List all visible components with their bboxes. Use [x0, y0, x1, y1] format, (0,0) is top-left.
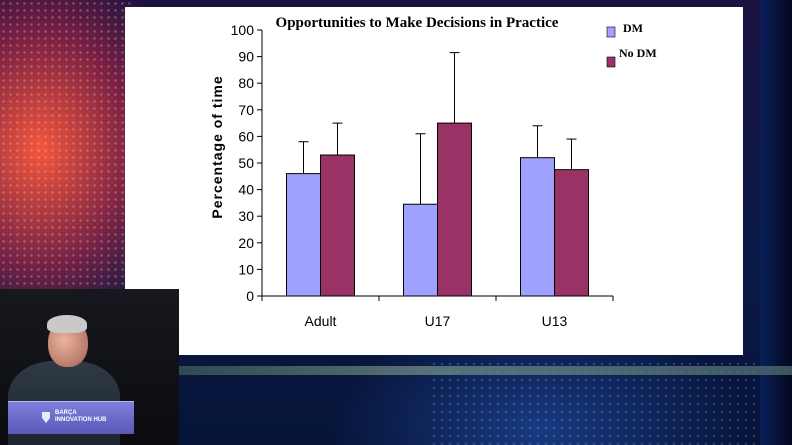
x-tick-label: Adult: [305, 313, 337, 329]
chart-slide: Opportunities to Make Decisions in Pract…: [125, 7, 743, 355]
bar-chart: Opportunities to Make Decisions in Pract…: [209, 15, 657, 329]
y-tick-label: 10: [238, 261, 254, 277]
lectern-logo-text: BARÇA INNOVATION HUB: [55, 410, 106, 424]
speaker-video: BARÇA INNOVATION HUB: [0, 289, 179, 445]
club-crest-icon: [42, 412, 50, 423]
lectern: [8, 401, 134, 434]
y-tick-label: 90: [238, 49, 254, 65]
legend-swatch: [606, 56, 616, 68]
legend: DM No DM: [606, 21, 657, 68]
y-tick-label: 60: [238, 128, 254, 144]
bar-dm-u17: [403, 203, 438, 297]
x-tick-label: U17: [425, 313, 451, 329]
y-axis-label: Percentage of time: [209, 75, 225, 218]
chart-title: Opportunities to Make Decisions in Pract…: [276, 15, 559, 31]
legend-label: DM: [623, 21, 643, 35]
y-tick-label: 100: [231, 22, 255, 38]
y-tick-label: 50: [238, 155, 254, 171]
bar-no-dm-u17: [437, 122, 472, 297]
x-tick-label: U13: [542, 313, 568, 329]
y-tick-label: 70: [238, 102, 254, 118]
stage-band: [178, 366, 792, 375]
bar-no-dm-adult: [320, 154, 355, 297]
lectern-logo-line-1: BARÇA: [55, 410, 77, 416]
bar-no-dm-u13: [554, 169, 589, 297]
legend-label: No DM: [619, 46, 657, 60]
side-panel: [760, 0, 792, 445]
lectern-logo-line-2: INNOVATION HUB: [55, 417, 107, 423]
legend-swatch: [606, 26, 616, 38]
y-tick-label: 20: [238, 235, 254, 251]
speaker-hair: [47, 315, 87, 333]
bar-dm-adult: [286, 173, 321, 297]
background-dots-left: [0, 0, 130, 290]
y-tick-label: 80: [238, 75, 254, 91]
y-tick-label: 0: [246, 288, 254, 304]
y-tick-label: 40: [238, 182, 254, 198]
y-tick-label: 30: [238, 208, 254, 224]
bar-dm-u13: [520, 157, 555, 297]
